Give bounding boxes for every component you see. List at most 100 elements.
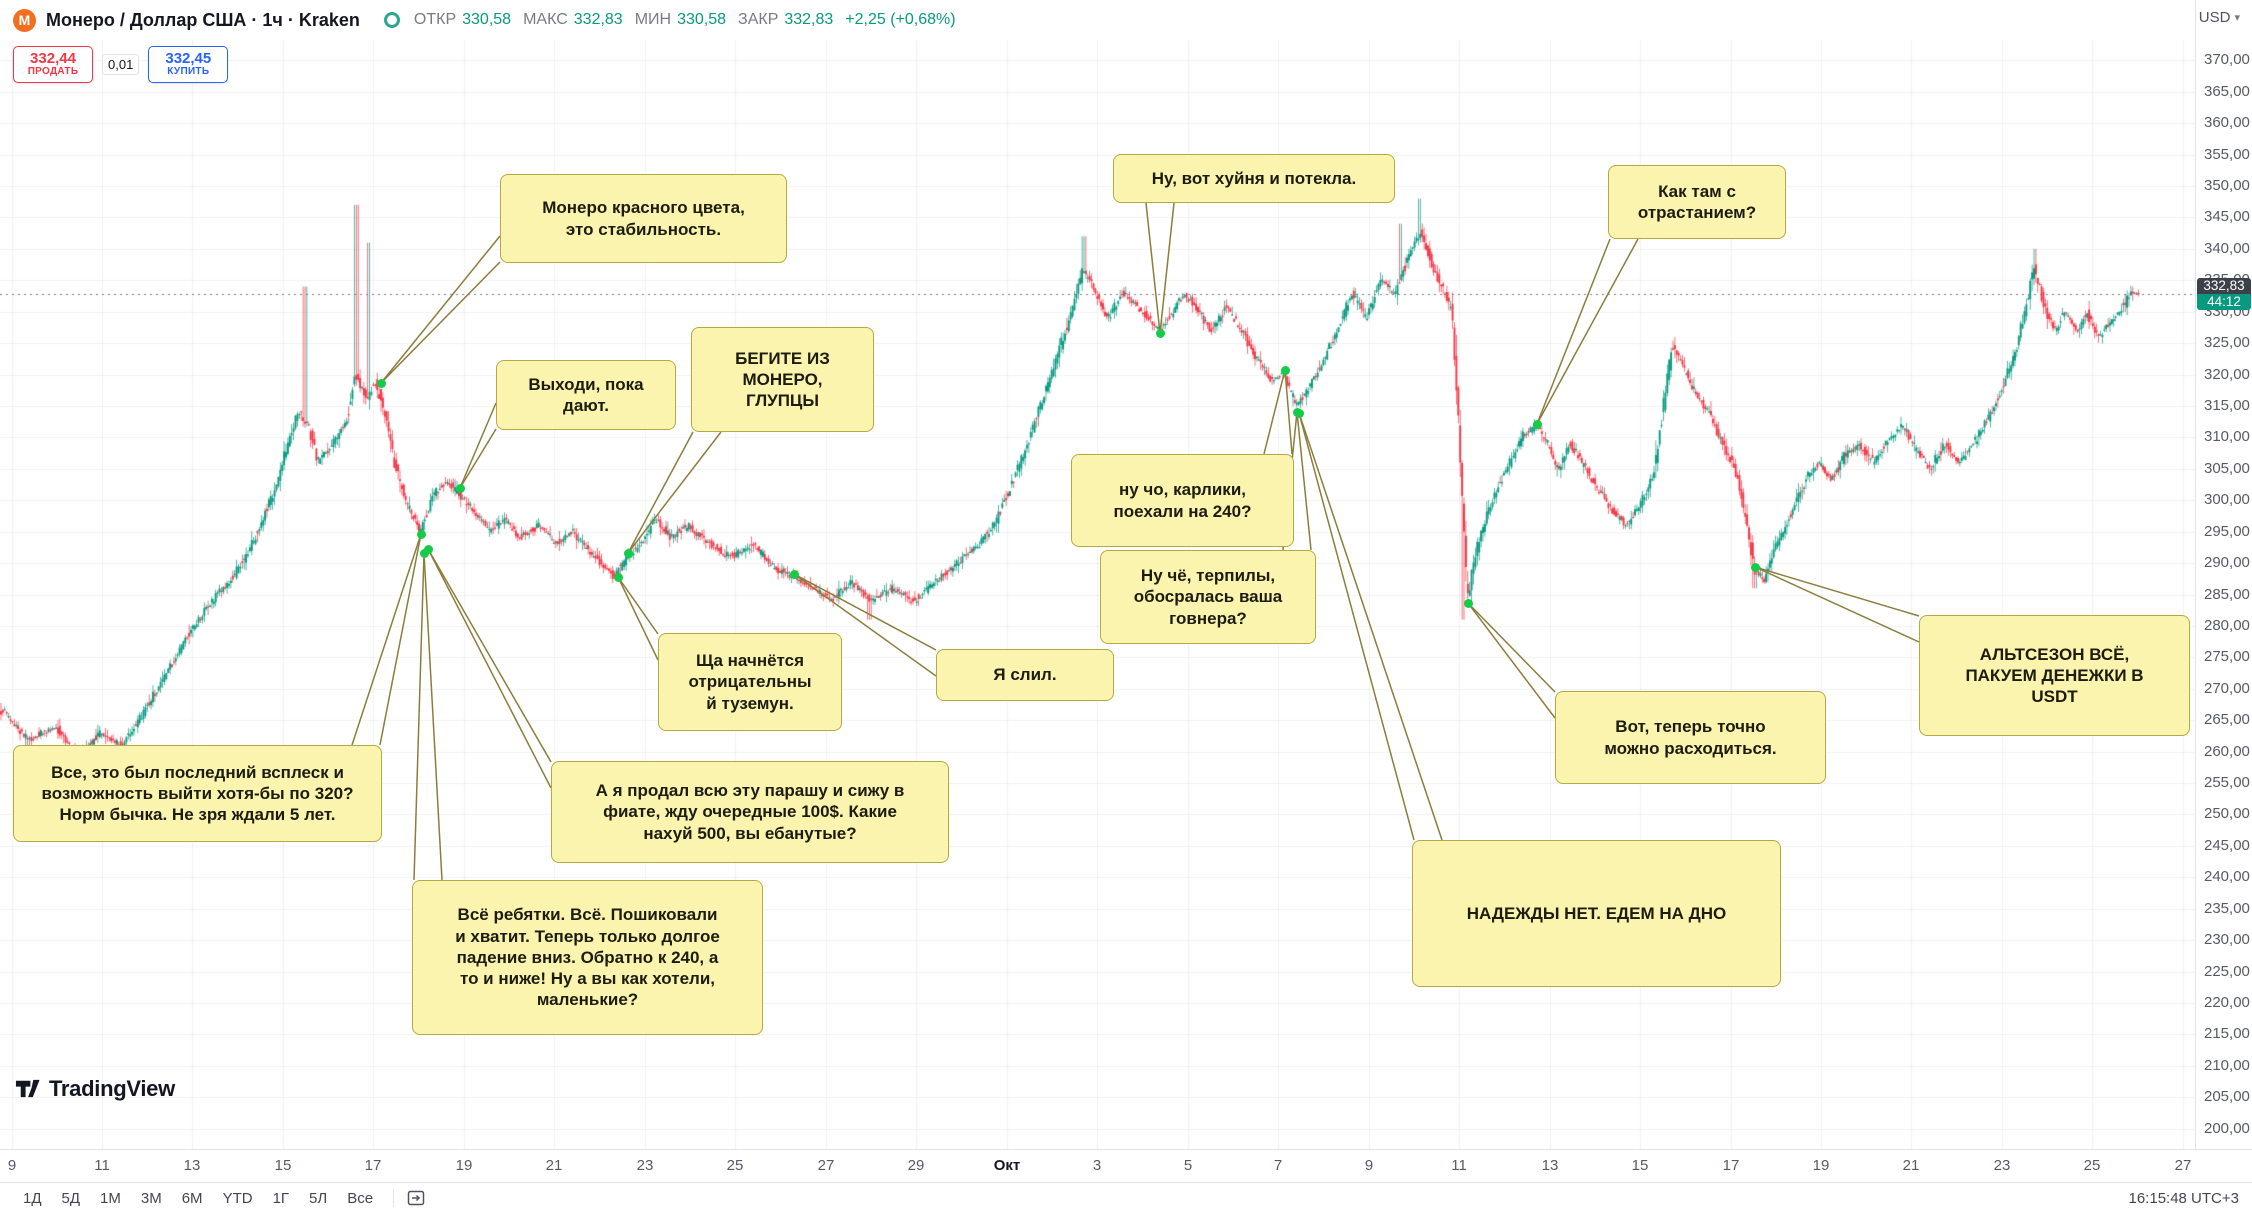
range-button-1М[interactable]: 1М — [90, 1185, 131, 1211]
price-axis-label: 275,00 — [2204, 648, 2250, 666]
note-text: Вот, теперь точно можно расходиться. — [1604, 717, 1777, 758]
time-axis[interactable]: 9 11 13 15 17 19 21 23 25 27 29 Окт 3 5 7 9 11 13 15 17 19 21… — [0, 1149, 2252, 1183]
time-axis-label: 19 — [455, 1157, 473, 1174]
buy-sell-widget: 332,44 ПРОДАТЬ 0,01 332,45 КУПИТЬ — [13, 46, 229, 83]
close-value: 332,83 — [784, 11, 834, 28]
price-axis-label: 280,00 — [2204, 616, 2250, 634]
market-status-icon[interactable] — [383, 12, 400, 28]
time-axis-label: 17 — [364, 1157, 382, 1174]
monero-logo-icon: M — [13, 8, 36, 32]
bottom-toolbar: 1Д 5Д 1М 3М 6М YTD 1Г 5Л Все 16:15:48 UTC+3 — [0, 1182, 2252, 1213]
note-terpily-govnera[interactable]: Ну чё, терпилы, обосралась ваша говнера? — [1100, 550, 1316, 644]
goto-date-button[interactable] — [404, 1186, 428, 1210]
last-price-label: 332,83 44:12 — [2197, 277, 2251, 310]
time-axis-label: 27 — [817, 1157, 835, 1174]
price-axis-label: 305,00 — [2204, 459, 2250, 477]
note-altsezon-vsyo[interactable]: АЛЬТСЕЗОН ВСЁ, ПАКУЕМ ДЕНЕЖКИ В USDT — [1919, 615, 2190, 736]
note-prodal-parashu[interactable]: А я продал всю эту парашу и сижу в фиате… — [551, 761, 949, 863]
note-text: Ща начнётся отрицательны й туземун. — [688, 651, 812, 713]
price-axis-label: 315,00 — [2204, 396, 2250, 414]
note-text: А я продал всю эту парашу и сижу в фиате… — [595, 781, 905, 843]
price-axis-label: 210,00 — [2204, 1056, 2250, 1074]
note-mozhno-rashoditsya[interactable]: Вот, теперь точно можно расходиться. — [1555, 691, 1826, 784]
note-ya-slil[interactable]: Я слил. — [936, 649, 1114, 701]
note-text: Выходи, пока дают. — [528, 374, 644, 415]
range-button-1Д[interactable]: 1Д — [13, 1185, 52, 1211]
range-button-3М[interactable]: 3М — [131, 1185, 172, 1211]
note-posledniy-vsplesk[interactable]: Все, это был последний всплеск и возможн… — [13, 745, 382, 842]
currency-selector[interactable]: USD ▾ — [2199, 9, 2240, 26]
chevron-down-icon: ▾ — [2234, 12, 2240, 24]
price-axis-label: 260,00 — [2204, 742, 2250, 760]
time-axis-label: 7 — [1273, 1157, 1283, 1174]
time-axis-label: 25 — [2083, 1157, 2101, 1174]
price-axis[interactable]: 370,00 365,00 360,00 355,00 350,00 345,00 340,… — [2195, 0, 2252, 1149]
time-axis-label: 13 — [1541, 1157, 1559, 1174]
toolbar-divider — [393, 1189, 395, 1207]
price-axis-label: 220,00 — [2204, 994, 2250, 1011]
range-button-Все[interactable]: Все — [337, 1185, 383, 1211]
price-axis-label: 325,00 — [2204, 334, 2250, 352]
time-axis-label: 21 — [1902, 1157, 1920, 1174]
note-text: Монеро красного цвета, это стабильность. — [542, 198, 745, 239]
tradingview-logo-icon — [15, 1079, 40, 1098]
note-text: Я слил. — [993, 665, 1057, 685]
note-kak-tam-otrastanie[interactable]: Как там с отрастанием? — [1608, 165, 1786, 239]
price-axis-label: 265,00 — [2204, 711, 2250, 729]
note-text: Как там с отрастанием? — [1637, 181, 1757, 222]
range-button-YTD[interactable]: YTD — [213, 1185, 263, 1211]
open-value: 330,58 — [462, 11, 512, 28]
currency-label: USD — [2198, 9, 2231, 26]
clock[interactable]: 16:15:48 UTC+3 — [2128, 1189, 2240, 1207]
price-axis-label: 270,00 — [2204, 679, 2250, 697]
note-text: ну чо, карлики, поехали на 240? — [1113, 480, 1252, 521]
price-axis-label: 340,00 — [2204, 239, 2250, 257]
buy-button[interactable]: 332,45 КУПИТЬ — [148, 46, 229, 83]
low-value: 330,58 — [677, 11, 727, 28]
price-axis-label: 290,00 — [2204, 554, 2250, 572]
candlestick-chart-canvas[interactable] — [0, 0, 2195, 1149]
note-karliki-240[interactable]: ну чо, карлики, поехали на 240? — [1071, 454, 1294, 547]
note-vsyo-rebyatki[interactable]: Всё ребятки. Всё. Пошиковали и хватит. Т… — [412, 880, 763, 1035]
time-axis-label: 11 — [1451, 1157, 1467, 1174]
price-axis-label: 230,00 — [2204, 931, 2250, 949]
note-text: Ну, вот хуйня и потекла. — [1151, 168, 1357, 188]
spread-value: 0,01 — [102, 54, 140, 75]
goto-date-icon — [407, 1190, 425, 1206]
time-axis-label: 21 — [545, 1157, 563, 1174]
time-axis-label: 23 — [1993, 1157, 2011, 1174]
note-begite-iz-monero[interactable]: БЕГИТЕ ИЗ МОНЕРО, ГЛУПЦЫ — [691, 327, 874, 432]
range-button-5Д[interactable]: 5Д — [52, 1185, 91, 1211]
price-axis-label: 365,00 — [2204, 82, 2250, 100]
range-button-6М[interactable]: 6М — [172, 1185, 213, 1211]
sell-button[interactable]: 332,44 ПРОДАТЬ — [13, 46, 93, 83]
change-value: +2,25 (+0,68%) — [845, 11, 956, 28]
price-axis-label: 205,00 — [2204, 1088, 2250, 1106]
note-huynya-potekla[interactable]: Ну, вот хуйня и потекла. — [1113, 154, 1395, 203]
time-axis-label: 5 — [1183, 1157, 1193, 1174]
price-axis-label: 255,00 — [2204, 774, 2250, 792]
date-range-buttons: 1Д 5Д 1М 3М 6М YTD 1Г 5Л Все — [13, 1185, 383, 1211]
time-axis-label: 15 — [274, 1157, 292, 1174]
range-button-5Л[interactable]: 5Л — [299, 1185, 337, 1211]
note-text: БЕГИТЕ ИЗ МОНЕРО, ГЛУПЦЫ — [735, 348, 830, 411]
symbol-title[interactable]: Монеро / Доллар США · 1ч · Kraken — [46, 9, 360, 30]
range-button-1Г[interactable]: 1Г — [263, 1185, 299, 1211]
note-monero-red-stability[interactable]: Монеро красного цвета, это стабильность. — [500, 174, 787, 263]
time-axis-label: 19 — [1812, 1157, 1830, 1174]
price-axis-label: 250,00 — [2204, 805, 2250, 823]
time-axis-label: 25 — [726, 1157, 744, 1174]
price-axis-label: 360,00 — [2204, 114, 2250, 132]
note-otricatelny-tuzemun[interactable]: Ща начнётся отрицательны й туземун. — [658, 633, 842, 731]
time-axis-label: 29 — [907, 1157, 925, 1174]
buy-price: 332,45 — [165, 50, 212, 68]
high-value: 332,83 — [573, 11, 623, 28]
low-label: МИН — [634, 11, 672, 28]
note-text: НАДЕЖДЫ НЕТ. ЕДЕМ НА ДНО — [1466, 903, 1727, 923]
note-nadezhdy-net[interactable]: НАДЕЖДЫ НЕТ. ЕДЕМ НА ДНО — [1412, 840, 1781, 987]
tradingview-logo[interactable]: TradingView — [14, 1075, 175, 1102]
note-text: Всё ребятки. Всё. Пошиковали и хватит. Т… — [455, 905, 720, 1010]
note-vyhodi-poka-dayut[interactable]: Выходи, пока дают. — [496, 360, 676, 430]
